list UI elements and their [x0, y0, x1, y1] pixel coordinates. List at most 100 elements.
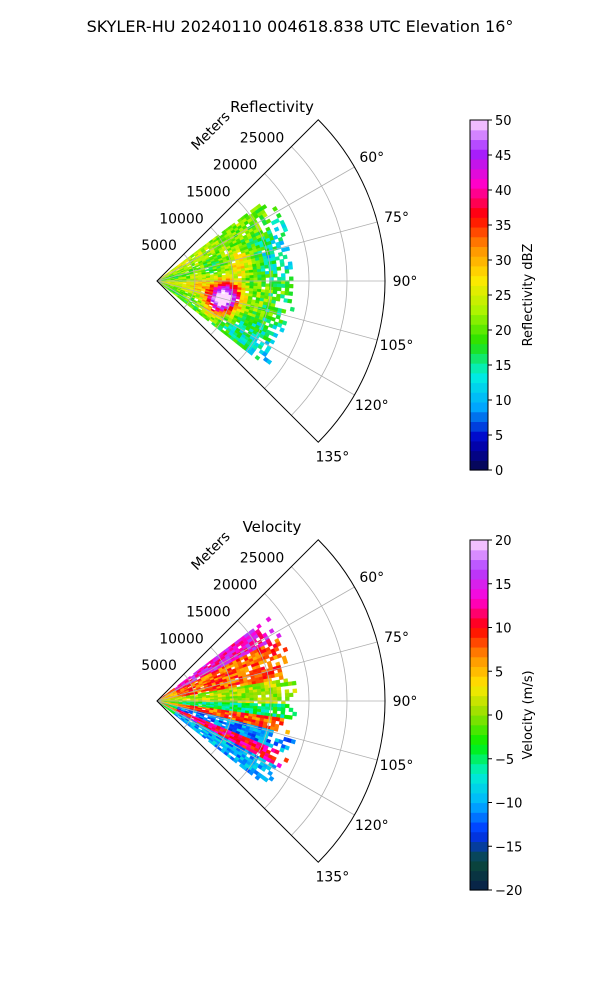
reflectivity-colorbar: 0 5 10 15 20 25 30 35 40 45 50 Reflectivity dBZ [469, 114, 536, 479]
data-cell [257, 274, 262, 279]
colorbar-segment [470, 188, 488, 199]
data-cell [257, 706, 262, 710]
reflectivity-data-layer [157, 203, 295, 365]
data-cell [283, 714, 289, 720]
data-cell [284, 265, 290, 271]
data-cell [276, 686, 282, 691]
azimuth-tick-label: 105° [380, 338, 414, 354]
data-cell [214, 278, 219, 281]
data-cell [284, 703, 290, 709]
range-axis-label: Meters [188, 529, 233, 574]
data-cell [290, 738, 296, 745]
data-cell [261, 204, 268, 210]
colorbar-segment [470, 734, 488, 745]
colorbar-segment [470, 695, 488, 706]
data-cell [282, 254, 288, 260]
data-cell [237, 278, 243, 281]
data-cell [217, 698, 223, 701]
sector-outline [156, 119, 386, 443]
range-tick-label: 10000 [159, 211, 204, 227]
colorbar-segment [470, 569, 488, 580]
colorbar-tick-label: 30 [495, 254, 512, 269]
colorbar-segment [470, 860, 488, 872]
colorbar-segment [470, 744, 488, 755]
colorbar-segment [470, 792, 488, 804]
data-cell [279, 327, 285, 333]
range-tick-label: 25000 [240, 551, 285, 567]
data-cell [257, 286, 262, 290]
data-cell [282, 646, 289, 653]
reflectivity-title: Reflectivity [230, 98, 314, 116]
data-cell [287, 261, 293, 267]
colorbar-tick-label: 20 [495, 324, 512, 339]
data-cell [273, 283, 278, 288]
colorbar-segment [470, 343, 488, 354]
colorbar-segment [470, 158, 488, 170]
colorbar-tick-label: −20 [495, 884, 522, 899]
data-cell [278, 675, 284, 681]
colorbar-segment [470, 578, 488, 590]
data-cell [276, 266, 282, 271]
data-cell [292, 711, 298, 717]
data-cell [288, 265, 293, 270]
data-cell [209, 271, 214, 274]
azimuth-tick-label: 120° [355, 818, 389, 834]
data-cell [201, 706, 207, 710]
data-cell [225, 696, 231, 700]
azimuth-tick-label: 75° [384, 210, 409, 226]
colorbar-tick-label: 50 [495, 114, 512, 129]
data-cell [253, 283, 258, 287]
colorbar-tick-label: −5 [495, 753, 514, 768]
colorbar-segment [470, 246, 488, 257]
data-cell [260, 766, 267, 772]
data-cell [253, 271, 258, 276]
colorbar-segment [470, 559, 488, 570]
data-cell [269, 697, 274, 701]
velocity-grid [156, 539, 386, 863]
data-cell [262, 212, 268, 218]
data-cell [261, 283, 266, 287]
colorbar-segment [470, 783, 488, 794]
data-cell [256, 688, 262, 693]
colorbar-tick-label: 15 [495, 578, 512, 593]
data-cell [261, 697, 266, 701]
data-cell [265, 697, 270, 701]
data-cell [272, 332, 279, 339]
range-tick-label: 20000 [213, 578, 258, 594]
azimuth-tick-label: 135° [315, 869, 349, 885]
data-cell [277, 276, 282, 281]
data-cell [170, 279, 175, 281]
data-cell [269, 703, 274, 708]
data-cell [249, 692, 254, 696]
data-cell [284, 692, 290, 698]
colorbar-segment [470, 285, 488, 296]
colorbar-tick-label: 40 [495, 184, 512, 199]
data-cell [261, 277, 266, 281]
data-cell [268, 775, 275, 782]
data-cell [241, 275, 247, 279]
colorbar-segment [470, 617, 488, 629]
data-cell [241, 702, 247, 706]
data-cell [275, 632, 282, 639]
data-cell [225, 278, 231, 282]
colorbar-segment [470, 363, 488, 374]
data-cell [237, 698, 243, 701]
data-cell [268, 270, 274, 275]
colorbar-tick-label: 25 [495, 289, 512, 304]
colorbar-tick-label: 45 [495, 149, 512, 164]
data-cell [273, 696, 278, 701]
colorbar-segment [470, 627, 488, 638]
data-cell [254, 774, 261, 781]
colorbar-segment [470, 831, 488, 842]
data-cell [272, 683, 277, 688]
data-cell [209, 278, 215, 281]
colorbar-segment [470, 841, 488, 852]
colorbar-segment [470, 666, 488, 677]
data-cell [265, 703, 270, 708]
azimuth-gridline [156, 641, 378, 702]
data-cell [253, 703, 258, 707]
data-cell [257, 697, 262, 701]
data-cell [264, 264, 270, 269]
colorbar-tick-label: 35 [495, 219, 512, 234]
data-cell [232, 758, 239, 764]
